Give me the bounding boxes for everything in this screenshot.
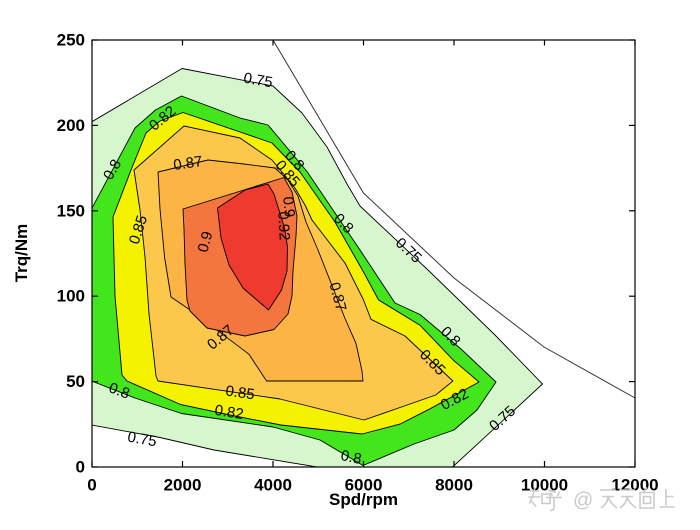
- svg-text:Trq/Nm: Trq/Nm: [12, 224, 31, 283]
- svg-text:0.92: 0.92: [274, 211, 293, 241]
- svg-text:0.9: 0.9: [195, 230, 217, 255]
- svg-text:0.8: 0.8: [106, 379, 131, 402]
- svg-text:200: 200: [57, 116, 85, 135]
- svg-text:0.8: 0.8: [339, 447, 363, 468]
- svg-text:0.82: 0.82: [213, 402, 245, 423]
- svg-text:0.9: 0.9: [279, 196, 298, 218]
- svg-text:@: @: [573, 490, 593, 512]
- svg-text:0.75: 0.75: [242, 70, 274, 92]
- svg-text:2000: 2000: [164, 476, 202, 495]
- svg-text:150: 150: [57, 201, 85, 220]
- svg-text:12000: 12000: [611, 476, 658, 495]
- svg-text:10000: 10000: [521, 476, 568, 495]
- svg-text:100: 100: [57, 287, 85, 306]
- svg-text:0: 0: [87, 476, 96, 495]
- svg-text:0.87: 0.87: [326, 281, 350, 314]
- svg-text:0.87: 0.87: [172, 153, 203, 174]
- svg-text:50: 50: [66, 372, 85, 391]
- svg-text:0: 0: [76, 458, 85, 477]
- svg-text:0.75: 0.75: [126, 429, 158, 451]
- svg-text:250: 250: [57, 31, 85, 50]
- svg-text:6000: 6000: [345, 476, 383, 495]
- svg-text:0.85: 0.85: [224, 383, 255, 404]
- svg-text:4000: 4000: [254, 476, 292, 495]
- svg-text:Spd/rpm: Spd/rpm: [329, 490, 398, 509]
- svg-text:8000: 8000: [435, 476, 473, 495]
